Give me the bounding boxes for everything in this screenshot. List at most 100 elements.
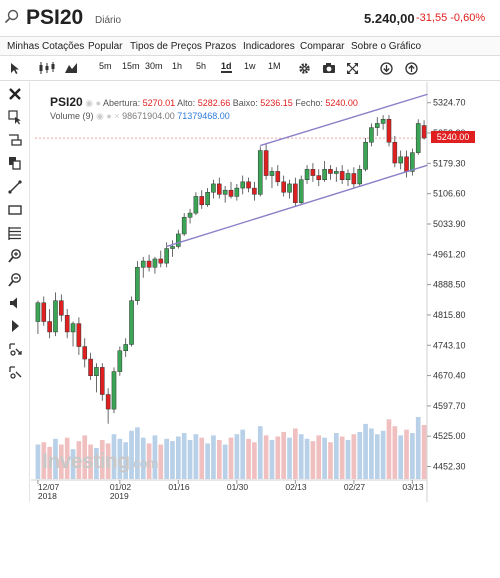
volume-bar <box>211 435 216 479</box>
menu-tipos-de-precos[interactable]: Tipos de Preços <box>130 41 202 52</box>
interval-15m[interactable]: 15m <box>122 61 140 71</box>
candle-up <box>298 179 304 203</box>
fibonacci-icon[interactable] <box>7 225 23 241</box>
copy-icon[interactable] <box>7 155 23 171</box>
close-icon[interactable] <box>7 86 23 102</box>
candle-up <box>135 267 140 301</box>
candles-icon[interactable] <box>38 61 56 75</box>
settings-small-icon[interactable]: ● <box>106 111 112 121</box>
toolbar: 5m 15m 30m 1h 5h 1d 1w 1M <box>0 57 500 81</box>
candle-up <box>152 258 158 268</box>
candle-down <box>310 169 316 176</box>
y-tick-label: 5106.60 <box>433 189 466 199</box>
menu-prazos[interactable]: Prazos <box>205 41 237 52</box>
candle-down <box>105 394 111 410</box>
volume-bar <box>363 423 368 479</box>
interval-1w[interactable]: 1w <box>244 61 256 71</box>
candle-down <box>252 187 257 195</box>
settings-small-icon[interactable]: ● <box>95 98 102 108</box>
volume-bar <box>380 430 386 479</box>
candle-down <box>275 171 281 183</box>
unlock-icon[interactable] <box>7 364 23 380</box>
volume-bar <box>41 442 47 479</box>
volume-bar <box>386 419 392 479</box>
trendline-icon[interactable] <box>7 179 23 195</box>
speaker-icon[interactable] <box>7 295 23 311</box>
x-tick-label: 12/07 <box>38 482 60 492</box>
open-label: Abertura: <box>103 98 141 108</box>
zoom-in-icon[interactable] <box>7 248 23 264</box>
lock-icon[interactable] <box>7 341 23 357</box>
area-chart-icon[interactable] <box>64 62 78 74</box>
eye-icon[interactable]: ◉ <box>85 98 94 108</box>
menu-popular[interactable]: Popular <box>88 41 123 52</box>
camera-icon[interactable] <box>322 62 336 74</box>
volume-bar <box>187 439 193 479</box>
candle-down <box>228 189 234 197</box>
candle-up <box>304 169 310 180</box>
candle-down <box>386 119 392 143</box>
candle-up <box>205 192 210 206</box>
fullscreen-icon[interactable] <box>346 62 359 75</box>
candle-up <box>415 123 421 153</box>
search-icon[interactable] <box>4 9 20 25</box>
cursor-icon[interactable] <box>9 62 21 75</box>
menu-sobre-o-grafico[interactable]: Sobre o Gráfico <box>351 41 422 52</box>
gear-icon[interactable] <box>298 62 311 75</box>
interval-5h[interactable]: 5h <box>196 61 207 71</box>
chart-area[interactable]: 5324.705252.205179.305106.605033.904961.… <box>31 82 500 502</box>
candles <box>35 115 427 424</box>
volume-value-1: 98671904.00 <box>122 111 175 121</box>
rectangle-icon[interactable] <box>7 202 23 218</box>
volume-bar <box>123 442 129 479</box>
pin-icon[interactable] <box>7 318 23 334</box>
volume-legend: Volume (9) ◉ ● × 98671904.00 71379468.00 <box>50 111 230 122</box>
volume-bar <box>70 449 76 479</box>
x-tick-sublabel: 2019 <box>110 491 129 501</box>
share-icon[interactable] <box>405 62 418 75</box>
volume-bar <box>339 436 345 479</box>
change-percent: -0,60% <box>450 12 486 24</box>
interval-1h[interactable]: 1h <box>172 61 183 71</box>
candle-down <box>392 141 398 164</box>
candlestick-chart[interactable]: 5324.705252.205179.305106.605033.904961.… <box>31 82 500 502</box>
candle-down <box>421 125 427 139</box>
interval-1M[interactable]: 1M <box>268 61 281 71</box>
ruler-icon[interactable] <box>7 132 23 148</box>
volume-bar <box>404 429 409 479</box>
volume-bar <box>64 437 70 479</box>
candle-down <box>158 258 164 264</box>
download-icon[interactable] <box>380 62 393 75</box>
trend-channel <box>166 93 428 248</box>
drawing-tools-sidebar <box>0 82 30 502</box>
cursor-cross-icon[interactable] <box>7 109 23 125</box>
interval-1d[interactable]: 1d <box>221 61 232 73</box>
volume-bar <box>281 431 286 479</box>
candle-up <box>240 181 245 189</box>
y-tick-label: 4452.30 <box>433 462 466 472</box>
volume-bar <box>234 434 240 479</box>
volume-bar <box>176 436 181 479</box>
volume-bar <box>328 442 333 479</box>
close-small-icon[interactable]: × <box>114 111 120 121</box>
low-label: Baixo: <box>232 98 258 108</box>
volume-bar <box>333 433 339 479</box>
candle-down <box>246 181 251 189</box>
volume-bar <box>246 438 251 479</box>
candle-down <box>316 175 322 180</box>
volume-bar <box>351 434 357 479</box>
zoom-out-icon[interactable] <box>7 272 23 288</box>
menu-comparar[interactable]: Comparar <box>300 41 345 52</box>
x-tick-label: 02/13 <box>285 482 307 492</box>
menu-indicadores[interactable]: Indicadores <box>243 41 295 52</box>
candle-up <box>380 119 386 124</box>
volume-bar <box>99 439 105 479</box>
interval-5m[interactable]: 5m <box>99 61 112 71</box>
candle-up <box>211 183 216 193</box>
interval-30m[interactable]: 30m <box>145 61 163 71</box>
menu-minhas-cotacoes[interactable]: Minhas Cotações <box>7 41 85 52</box>
eye-icon[interactable]: ◉ <box>96 111 104 121</box>
volume-bar <box>205 443 210 479</box>
y-tick-label: 4888.50 <box>433 280 466 290</box>
candle-up <box>123 344 128 351</box>
